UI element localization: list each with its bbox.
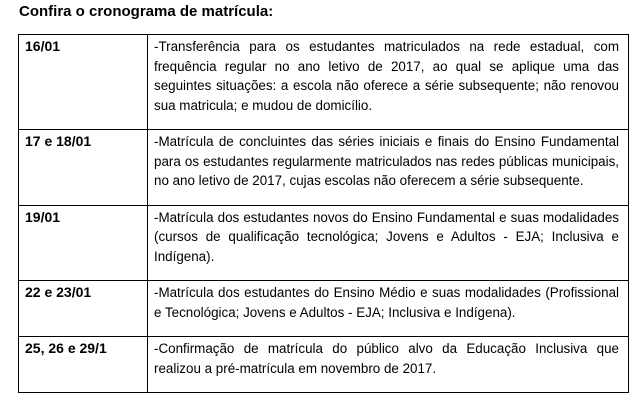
row-description: -Transferência para os estudantes matric… bbox=[147, 34, 629, 130]
row-date: 25, 26 e 29/1 bbox=[18, 336, 148, 393]
row-description: -Matrícula de concluintes das séries ini… bbox=[147, 129, 629, 206]
page-title: Confira o cronograma de matrícula: bbox=[19, 3, 274, 20]
schedule-table: 16/01 -Transferência para os estudantes … bbox=[18, 34, 629, 393]
row-description: -Matrícula dos estudantes novos do Ensin… bbox=[147, 204, 629, 281]
row-description: -Matrícula dos estudantes do Ensino Médi… bbox=[147, 280, 629, 337]
table-row: 17 e 18/01 -Matrícula de concluintes das… bbox=[18, 129, 629, 206]
table-row: 19/01 -Matrícula dos estudantes novos do… bbox=[18, 204, 629, 281]
table-row: 16/01 -Transferência para os estudantes … bbox=[18, 34, 629, 130]
table-row: 25, 26 e 29/1 -Confirmação de matrícula … bbox=[18, 336, 629, 393]
row-date: 22 e 23/01 bbox=[18, 280, 148, 337]
row-date: 19/01 bbox=[18, 204, 148, 281]
row-description: -Confirmação de matrícula do público alv… bbox=[147, 336, 629, 393]
table-row: 22 e 23/01 -Matrícula dos estudantes do … bbox=[18, 280, 629, 337]
row-date: 17 e 18/01 bbox=[18, 129, 148, 206]
row-date: 16/01 bbox=[18, 34, 148, 130]
